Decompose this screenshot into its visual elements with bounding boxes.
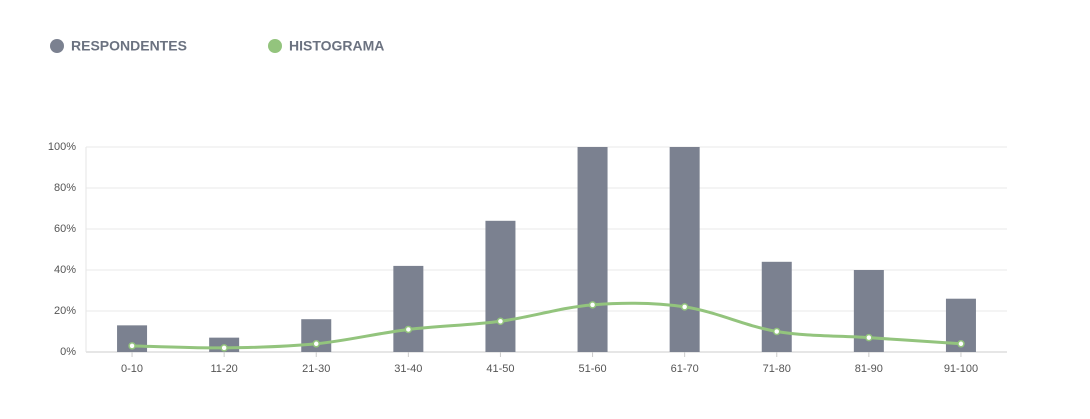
x-tick-label: 91-100 [944,363,978,375]
legend-label: RESPONDENTES [71,38,187,54]
line-point [128,342,136,350]
y-tick-label: 60% [54,223,76,235]
y-tick-label: 0% [60,346,76,358]
x-tick-label: 81-90 [855,363,883,375]
line-point [588,301,597,309]
x-tick-label: 11-20 [210,363,237,375]
bar [577,147,608,352]
line-point [496,317,505,325]
legend-marker [50,39,64,53]
line-point [404,325,413,334]
line [132,301,962,350]
x-tick-label: 21-30 [302,363,330,375]
line-point [773,327,781,336]
x-tick-label: 51-60 [578,363,606,375]
bar [669,147,700,352]
x-tick-label: 61-70 [671,363,699,375]
x-tick-label: 31-40 [394,363,422,375]
line-point [312,340,320,348]
y-tick-label: 100% [48,141,76,153]
y-tick-label: 80% [54,182,76,194]
legend-label: HISTOGRAMA [289,38,384,54]
line-point [957,340,965,348]
line-point [865,333,873,342]
x-tick-label: 41-50 [486,363,514,375]
bar [393,265,424,352]
x-tick-label: 71-80 [763,363,791,375]
line-point [680,303,689,311]
x-tick-label: 0-10 [121,363,143,375]
line-point [220,344,228,352]
bar [761,261,792,352]
legend-marker [268,39,282,53]
bar [485,220,516,352]
y-tick-label: 40% [54,264,76,276]
y-tick-label: 20% [54,305,76,317]
